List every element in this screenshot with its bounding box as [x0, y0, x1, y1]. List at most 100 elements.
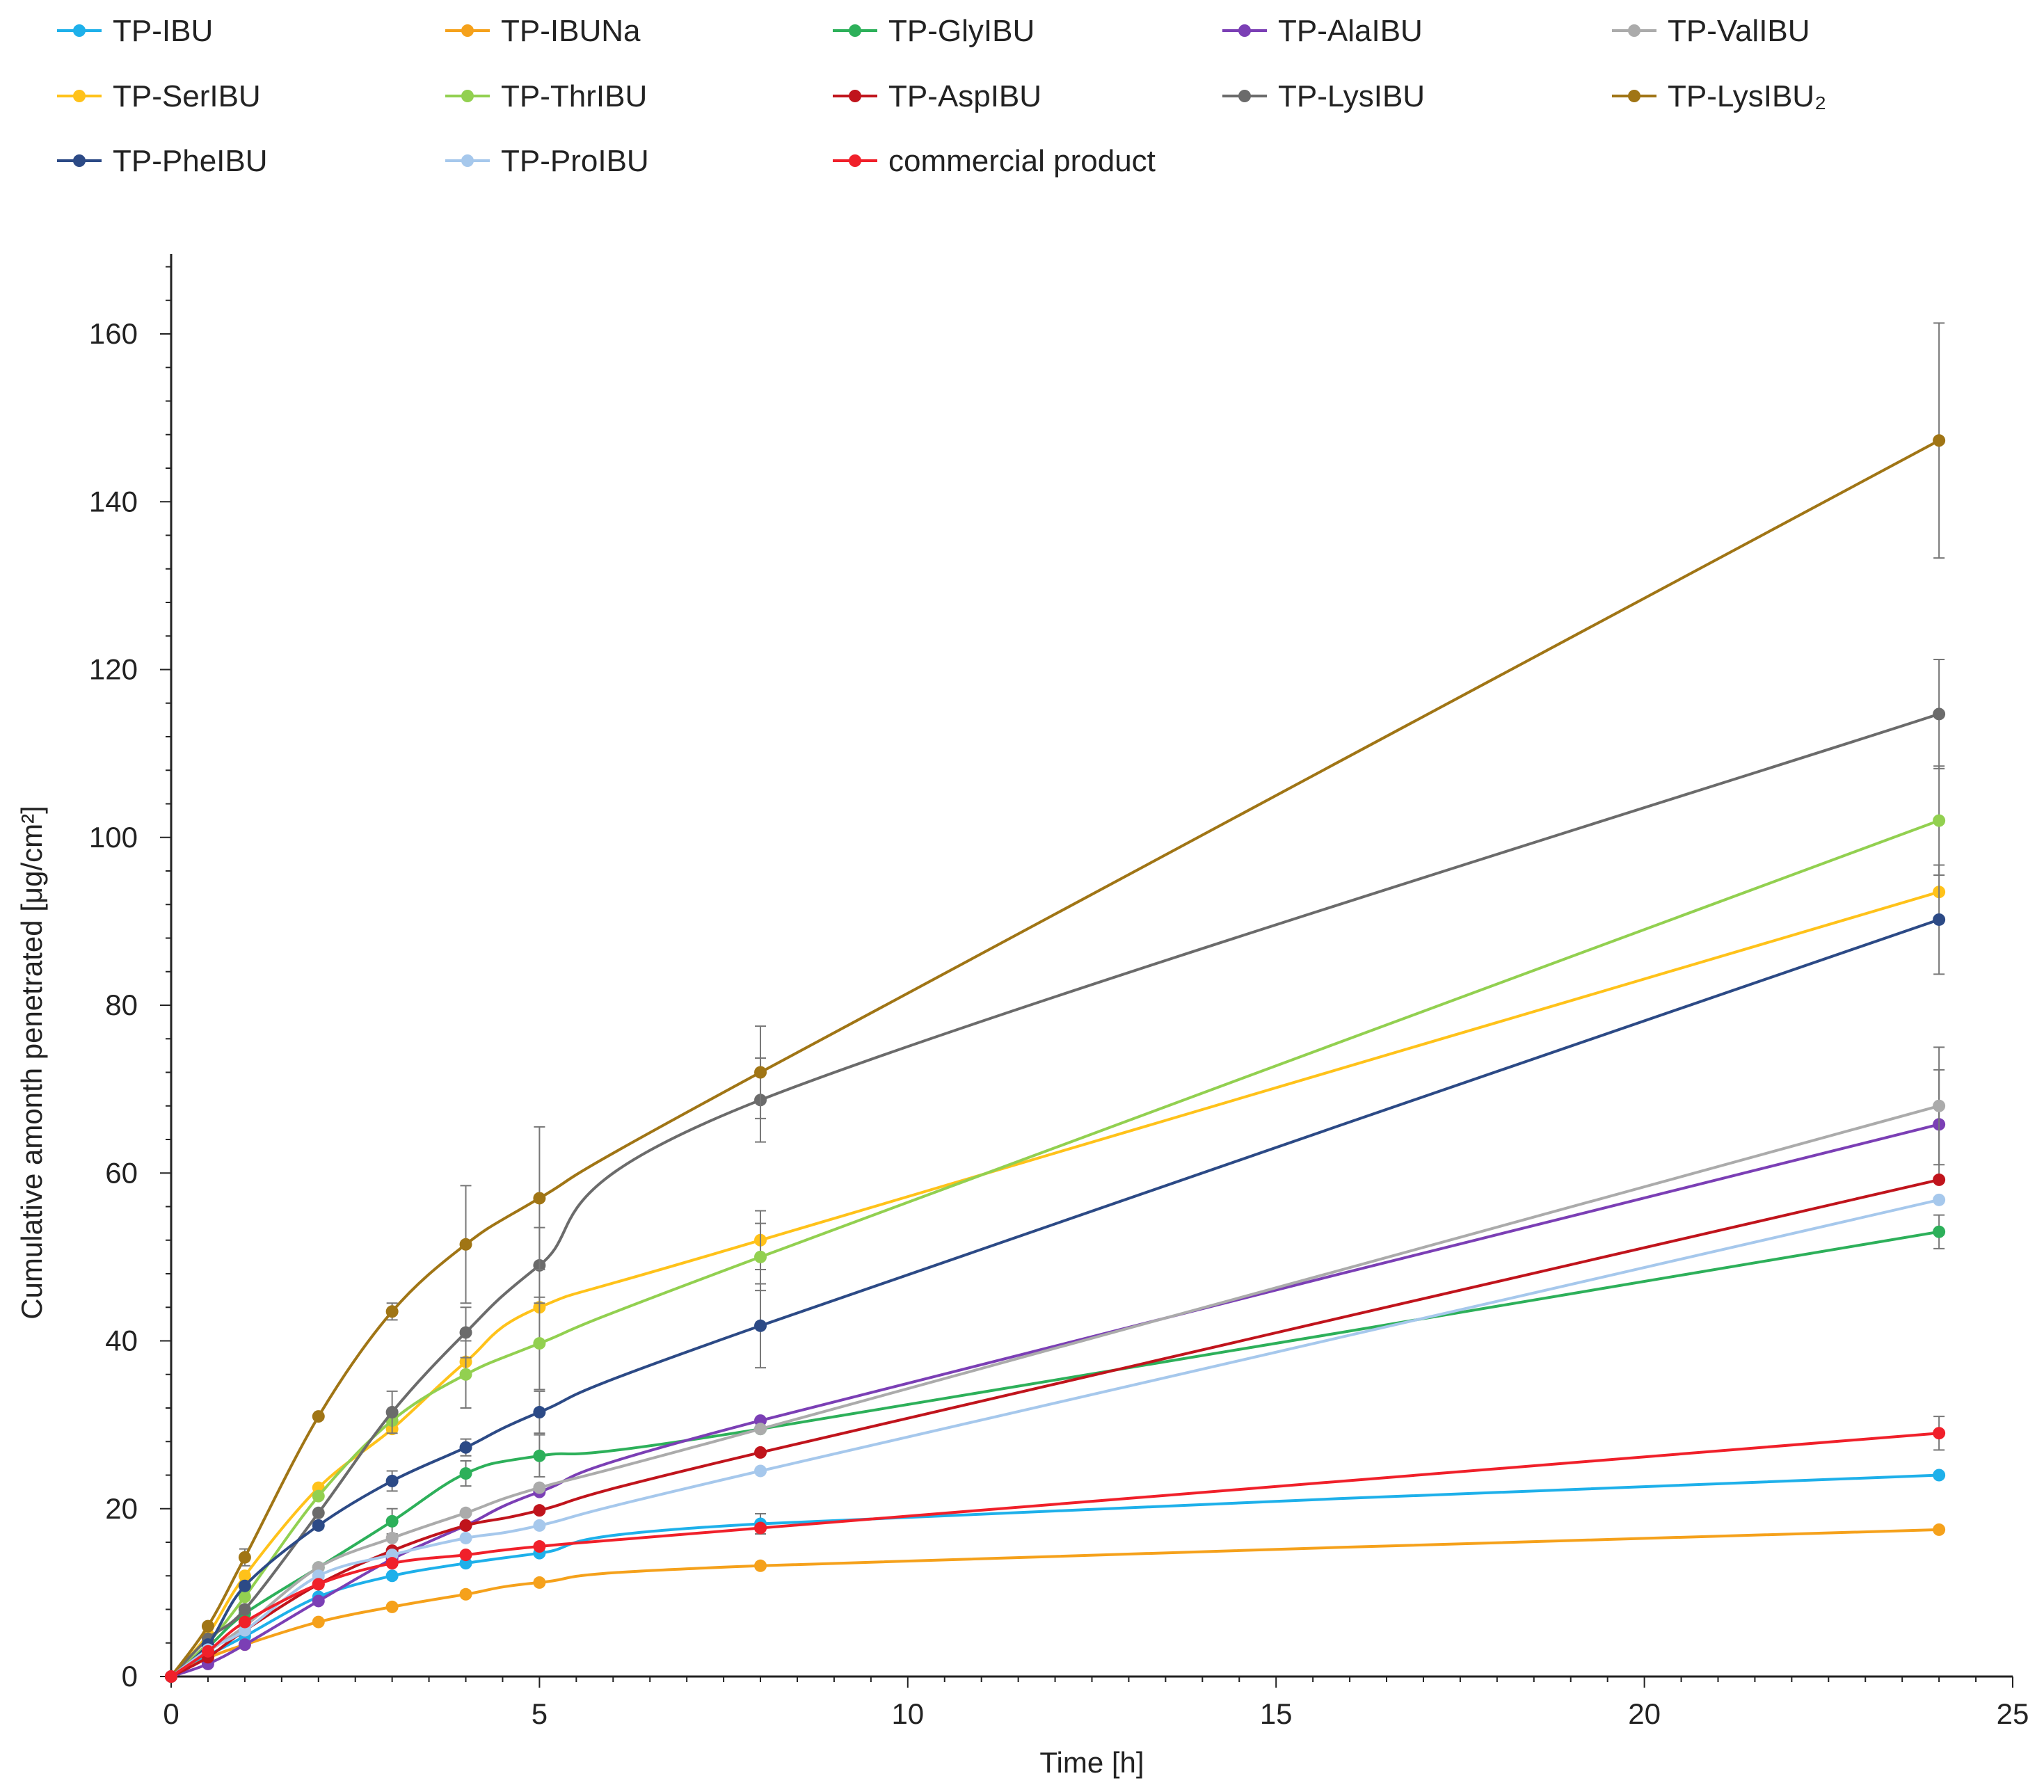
- x-tick-label: 20: [1628, 1697, 1661, 1730]
- legend-label: commercial product: [888, 144, 1156, 178]
- data-point: [312, 1410, 325, 1423]
- data-point: [165, 1670, 177, 1683]
- legend-swatch-marker: [1238, 24, 1251, 37]
- legend-item-1: TP-IBUNa: [445, 14, 641, 48]
- data-point: [533, 1406, 546, 1419]
- x-tick-label: 5: [532, 1697, 548, 1730]
- data-point: [754, 1464, 767, 1478]
- legend-swatch-marker: [1238, 90, 1251, 102]
- series-line: [170, 1198, 1940, 1678]
- y-tick-label: 160: [89, 317, 138, 350]
- data-point: [312, 1489, 325, 1503]
- data-point: [385, 1305, 399, 1318]
- data-point: [1933, 707, 1946, 721]
- data-point: [459, 1368, 472, 1381]
- data-point: [533, 1449, 546, 1462]
- legend-label: TP-ThrIBU: [501, 79, 647, 113]
- legend-swatch-marker: [461, 24, 474, 37]
- data-point: [754, 1521, 767, 1535]
- series-12: [165, 1416, 1946, 1683]
- y-tick-label: 40: [105, 1325, 138, 1357]
- x-axis-ticks: 0 5 10 15 20 25: [163, 1677, 2029, 1730]
- legend-label: TP-SerIBU: [113, 79, 261, 113]
- legend-swatch-marker: [849, 90, 861, 102]
- data-point: [533, 1576, 546, 1589]
- series-6: [165, 765, 1946, 1683]
- y-tick-label: 60: [105, 1156, 138, 1189]
- data-point: [312, 1519, 325, 1532]
- y-tick-label: 20: [105, 1492, 138, 1525]
- data-point: [754, 1066, 767, 1079]
- legend-item-8: TP-LysIBU: [1222, 79, 1425, 113]
- data-point: [385, 1600, 399, 1613]
- legend-swatch-marker: [461, 90, 474, 102]
- data-point: [385, 1514, 399, 1528]
- data-point: [459, 1519, 472, 1532]
- legend-label: TP-PheIBU: [113, 144, 268, 178]
- legend-item-0: TP-IBU: [57, 14, 213, 48]
- data-point: [385, 1557, 399, 1570]
- series-line: [170, 1432, 1940, 1678]
- data-point: [201, 1619, 214, 1633]
- data-point: [238, 1615, 251, 1629]
- legend-swatch-marker: [73, 24, 86, 37]
- series-10: [165, 864, 1946, 1683]
- data-point: [385, 1531, 399, 1544]
- data-point: [533, 1192, 546, 1205]
- data-point: [459, 1506, 472, 1519]
- data-point: [533, 1540, 546, 1553]
- data-point: [1933, 1193, 1946, 1206]
- data-point: [385, 1474, 399, 1487]
- data-point: [459, 1587, 472, 1601]
- legend-swatch-marker: [1628, 90, 1640, 102]
- legend-swatch-marker: [1628, 24, 1640, 37]
- data-point: [459, 1549, 472, 1562]
- legend-label: TP-LysIBU₂: [1668, 79, 1826, 113]
- legend-label: TP-AlaIBU: [1278, 14, 1423, 48]
- data-point: [385, 1406, 399, 1419]
- series-3: [165, 1069, 1946, 1683]
- data-point: [459, 1326, 472, 1339]
- legend-item-9: TP-LysIBU₂: [1612, 79, 1826, 113]
- series-line: [170, 712, 1940, 1678]
- legend-swatch-marker: [461, 154, 474, 167]
- x-tick-label: 0: [163, 1697, 179, 1730]
- y-axis-title: Cumulative amonth penetrated [μg/cm²]: [15, 806, 48, 1320]
- legend-item-6: TP-ThrIBU: [445, 79, 647, 113]
- legend: TP-IBU TP-IBUNa TP-GlyIBU TP-AlaIBU TP-ValIB…: [57, 14, 1826, 178]
- data-point: [238, 1603, 251, 1616]
- data-point: [754, 1423, 767, 1436]
- data-point: [312, 1578, 325, 1591]
- data-point: [1933, 913, 1946, 926]
- legend-label: TP-GlyIBU: [888, 14, 1035, 48]
- legend-swatch-marker: [73, 154, 86, 167]
- data-point: [1933, 1469, 1946, 1482]
- data-point: [312, 1506, 325, 1519]
- data-point: [754, 1250, 767, 1263]
- legend-swatch-marker: [849, 24, 861, 37]
- data-point: [754, 1559, 767, 1572]
- legend-label: TP-ProIBU: [501, 144, 649, 178]
- legend-label: TP-AspIBU: [888, 79, 1041, 113]
- chart-axes: 0 5 10 15 20 25 0 20 40 60 80 100 120 140 160 Time [h…: [15, 254, 2029, 1779]
- data-point: [533, 1481, 546, 1494]
- series-4: [165, 1046, 1946, 1683]
- data-point: [312, 1615, 325, 1629]
- legend-item-12: commercial product: [833, 144, 1156, 178]
- series-1: [165, 1523, 1946, 1683]
- data-point: [459, 1238, 472, 1251]
- x-axis-title: Time [h]: [1039, 1746, 1144, 1779]
- y-axis-ticks: 0 20 40 60 80 100 120 140 160: [89, 266, 171, 1693]
- series-9: [165, 322, 1946, 1683]
- data-point: [1933, 434, 1946, 447]
- series-0: [165, 1469, 1946, 1683]
- series-8: [165, 659, 1946, 1683]
- data-point: [459, 1531, 472, 1544]
- data-point: [1933, 814, 1946, 827]
- data-point: [1933, 1099, 1946, 1112]
- legend-item-3: TP-AlaIBU: [1222, 14, 1423, 48]
- legend-swatch-marker: [73, 90, 86, 102]
- data-point: [533, 1519, 546, 1532]
- series-line: [170, 918, 1940, 1678]
- legend-item-11: TP-ProIBU: [445, 144, 649, 178]
